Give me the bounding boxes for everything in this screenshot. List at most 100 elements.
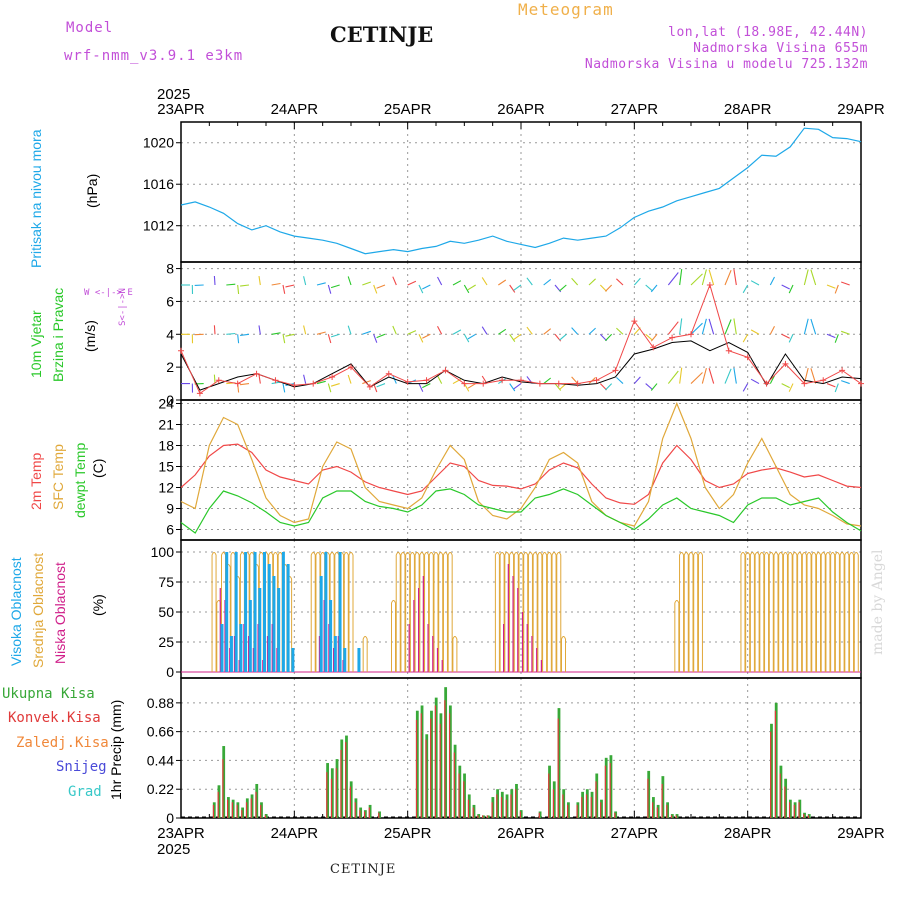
precip-total-bar: [222, 746, 226, 818]
wind-arrow: [327, 334, 332, 344]
precip-total-bar: [463, 773, 466, 818]
wind-arrow: [810, 269, 817, 286]
wind-arrow: [769, 375, 775, 384]
cloud-high-bar: [324, 552, 328, 672]
cloud-mid-bar: [754, 552, 760, 672]
model-label: Model: [66, 20, 114, 36]
cloud-mid-bar: [400, 552, 406, 672]
precip-total-bar: [562, 789, 566, 818]
wind-arrow: [463, 284, 470, 294]
precip-total-bar: [770, 723, 773, 818]
panel-frame-temp: [180, 399, 862, 541]
precip-total-bar: [510, 789, 514, 818]
precip-convective-bar: [581, 797, 583, 818]
wind-gust-marker: [423, 377, 430, 384]
wind-arrow: [316, 331, 326, 335]
y-tick-label: 0.88: [147, 695, 174, 711]
precip-total-bar: [567, 802, 570, 818]
y-tick-label: 4: [166, 326, 174, 342]
precip-total-bar: [444, 687, 448, 818]
precip-convective-bar: [222, 759, 224, 818]
cloud-mid-bar: [442, 552, 448, 672]
precip-convective-bar: [600, 802, 602, 818]
precip-convective-bar: [670, 815, 673, 818]
cloud-mid-bar: [697, 552, 703, 672]
wind-arrow: [559, 284, 567, 292]
wind-arrow: [407, 330, 417, 335]
wind-arrow: [418, 334, 424, 343]
wind-arrow: [788, 334, 794, 343]
cloud-mid-bar: [523, 552, 529, 672]
cloud-mid-bar: [834, 552, 840, 672]
wind-arrow: [373, 334, 378, 343]
y-tick-label: 0: [166, 392, 174, 408]
wind-gust-marker: [706, 282, 713, 288]
wind-gust-marker: [536, 380, 543, 387]
wind-arrow: [701, 318, 707, 335]
cloud-mid-bar: [315, 552, 321, 672]
cloud-high-bar: [267, 564, 271, 672]
wind-gust-marker: [555, 380, 562, 387]
precip-total-bar: [548, 765, 551, 818]
cloud-mid-bar: [849, 552, 855, 672]
precip-convective-bar: [567, 804, 569, 818]
wind-arrow: [463, 383, 470, 392]
wind-arrow: [599, 284, 607, 292]
wind-arrow: [701, 367, 707, 384]
precip-convective-bar: [505, 799, 507, 818]
cloud-mid-bar: [801, 552, 807, 672]
cloud-mid-bar: [428, 552, 434, 672]
wind-arrow: [271, 332, 281, 335]
cloud-mid-bar: [395, 552, 401, 672]
precip-convective-bar: [453, 752, 455, 818]
precip-total-bar: [807, 814, 811, 818]
wind-arrow: [616, 278, 624, 286]
precip-convective-bar: [515, 789, 517, 818]
legend-hail: Grad: [68, 784, 102, 800]
wind-arrow: [841, 380, 850, 385]
precip-convective-bar: [345, 742, 347, 818]
cloud-high-bar: [333, 636, 337, 672]
y-tick-label: 24: [158, 396, 174, 412]
cloud-mid-bar: [513, 552, 519, 672]
precip-convective-bar: [595, 781, 597, 818]
lonlat-info: lon,lat (18.98E, 42.44N): [668, 25, 868, 40]
precip-total-bar: [241, 807, 244, 818]
precip-convective-bar: [784, 786, 786, 818]
wind-arrow: [724, 319, 732, 335]
precip-total-bar: [335, 759, 339, 818]
wind-gust-marker: [631, 318, 638, 325]
wind-arrow: [509, 284, 516, 293]
wind-arrow: [543, 328, 552, 335]
precip-convective-bar: [241, 810, 243, 818]
precip-total-bar: [250, 794, 254, 818]
wind-gust-marker: [763, 380, 770, 387]
temp-2m-line: [180, 443, 862, 505]
wind-arrow: [258, 325, 261, 335]
wind-arrow: [605, 284, 613, 292]
precip-total-bar: [609, 755, 613, 818]
wind-arrow: [690, 372, 703, 384]
precip-total-bar: [552, 781, 556, 818]
wind-arrow: [376, 333, 386, 339]
wind-arrow: [513, 333, 522, 341]
precip-convective-bar: [458, 773, 460, 818]
day-label-bottom: 27APR: [611, 825, 659, 842]
wind-arrow: [834, 334, 839, 343]
precip-total-bar: [538, 811, 542, 818]
wind-arrow: [422, 284, 431, 290]
y-tick-label: 9: [166, 501, 174, 517]
wind-arrow: [509, 333, 516, 343]
wind-gust-marker: [801, 380, 808, 387]
precip-total-bar: [349, 781, 353, 818]
cloud-high-bar: [291, 648, 295, 672]
precip-convective-bar: [217, 791, 219, 818]
y-tick-label: 0: [166, 810, 174, 826]
precip-total-bar: [515, 783, 518, 818]
precip-convective-bar: [231, 802, 233, 818]
wind-arrow: [834, 284, 839, 294]
precip-total-bar: [245, 798, 249, 818]
precip-convective-bar: [496, 794, 498, 818]
meteogram-label: Meteogram: [518, 0, 614, 19]
wind-gust-marker: [348, 364, 354, 371]
